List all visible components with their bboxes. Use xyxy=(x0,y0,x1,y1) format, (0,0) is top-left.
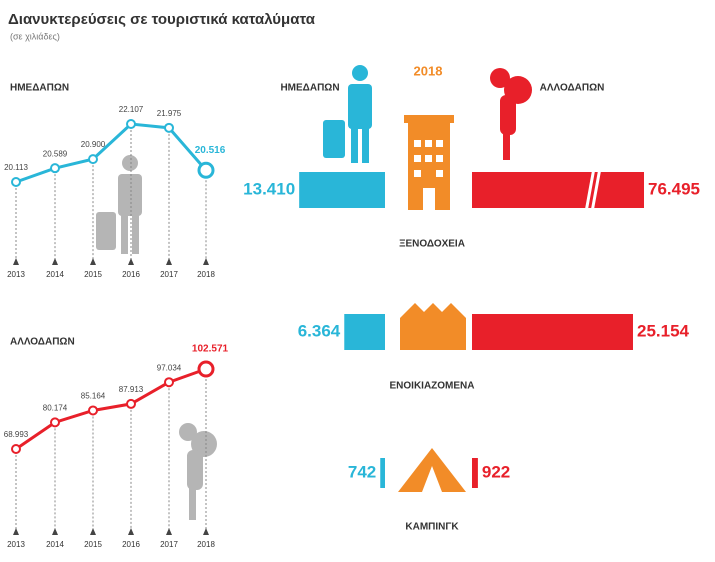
bar xyxy=(472,314,633,350)
category-label: ΚΑΜΠΙΝΓΚ xyxy=(405,522,459,533)
title: Διανυκτερεύσεις σε τουριστικά καταλύματα xyxy=(8,11,316,28)
tick-arrow xyxy=(52,258,58,265)
tick-arrow xyxy=(90,528,96,535)
tick-arrow xyxy=(203,528,209,535)
x-tick-label: 2014 xyxy=(46,540,64,549)
point xyxy=(164,122,174,133)
subtitle: (σε χιλιάδες) xyxy=(10,31,60,41)
tick-arrow xyxy=(52,528,58,535)
x-tick-label: 2015 xyxy=(84,540,102,549)
house-icon xyxy=(400,303,466,350)
point xyxy=(197,360,215,378)
x-tick-label: 2016 xyxy=(122,540,140,549)
point xyxy=(197,161,215,179)
tick-arrow xyxy=(166,258,172,265)
category-label: ΞΕΝΟΔΟΧΕΙΑ xyxy=(399,239,465,250)
tick-arrow xyxy=(90,258,96,265)
point xyxy=(11,444,21,454)
tick-arrow xyxy=(166,528,172,535)
x-tick-label: 2018 xyxy=(197,270,215,279)
bar xyxy=(380,458,385,488)
data-label: 76.495 xyxy=(648,179,700,198)
data-label: 742 xyxy=(348,462,376,481)
data-label: 6.364 xyxy=(298,321,341,340)
data-label: 68.993 xyxy=(4,430,29,439)
data-label: 102.571 xyxy=(192,344,229,355)
point xyxy=(126,119,136,129)
point xyxy=(50,417,60,428)
tent-icon xyxy=(398,448,466,492)
point xyxy=(88,405,98,416)
hotel-icon xyxy=(404,115,454,210)
point xyxy=(50,163,60,174)
x-tick-label: 2013 xyxy=(7,540,25,549)
bar xyxy=(472,172,644,208)
chart-title: ΑΛΛΟΔΑΠΩΝ xyxy=(10,337,75,348)
domestic-traveler-icon xyxy=(323,65,372,163)
data-label: 97.034 xyxy=(157,363,182,372)
legend-label: ΗΜΕΔΑΠΩΝ xyxy=(280,83,339,94)
x-tick-label: 2013 xyxy=(7,270,25,279)
tick-arrow xyxy=(128,528,134,535)
x-tick-label: 2017 xyxy=(160,270,178,279)
point xyxy=(11,177,21,187)
bar xyxy=(344,314,385,350)
data-label: 20.113 xyxy=(4,163,28,172)
tick-arrow xyxy=(13,528,19,535)
chart-title: 2018 xyxy=(414,63,443,78)
data-label: 13.410 xyxy=(243,179,295,198)
gray-traveler-icon xyxy=(96,155,142,254)
data-label: 20.900 xyxy=(81,140,106,149)
foreign-traveler-icon xyxy=(490,68,532,160)
x-tick-label: 2014 xyxy=(46,270,64,279)
tick-arrow xyxy=(203,258,209,265)
data-label: 87.913 xyxy=(119,385,144,394)
data-label: 22.107 xyxy=(119,105,144,114)
data-label: 20.589 xyxy=(43,149,68,158)
chart-title: ΗΜΕΔΑΠΩΝ xyxy=(10,83,69,94)
tick-arrow xyxy=(13,258,19,265)
data-label: 25.154 xyxy=(637,321,690,340)
line xyxy=(15,367,207,451)
x-tick-label: 2016 xyxy=(122,270,140,279)
data-label: 21.975 xyxy=(157,109,182,118)
x-tick-label: 2017 xyxy=(160,540,178,549)
line xyxy=(15,122,208,184)
point xyxy=(164,377,174,388)
category-label: ΕΝΟΙΚΙΑΖΟΜΕΝΑ xyxy=(390,381,475,392)
axis-break xyxy=(584,167,602,213)
data-label: 922 xyxy=(482,462,510,481)
point xyxy=(88,154,98,165)
bar xyxy=(299,172,385,208)
x-tick-label: 2015 xyxy=(84,270,102,279)
data-label: 20.516 xyxy=(195,145,226,156)
point xyxy=(126,398,136,409)
data-label: 85.164 xyxy=(81,392,106,401)
legend-label: ΑΛΛΟΔΑΠΩΝ xyxy=(540,83,605,94)
x-tick-label: 2018 xyxy=(197,540,215,549)
bar xyxy=(472,458,478,488)
gray-backpacker-icon xyxy=(179,423,217,520)
data-label: 80.174 xyxy=(43,403,68,412)
tick-arrow xyxy=(128,258,134,265)
